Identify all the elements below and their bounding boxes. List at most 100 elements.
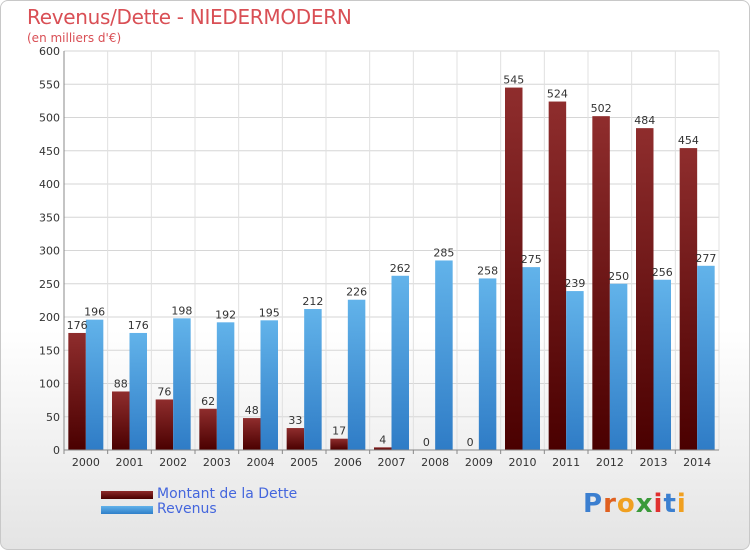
data-label-revenue: 176 <box>128 319 149 332</box>
x-tick-label: 2004 <box>247 456 275 469</box>
chart-title: Revenus/Dette - NIEDERMODERN <box>27 5 352 29</box>
bar-debt <box>679 148 698 450</box>
x-tick-label: 2007 <box>378 456 406 469</box>
logo-letter: P <box>583 489 604 519</box>
bar-revenue <box>304 309 322 450</box>
x-tick-label: 2011 <box>552 456 580 469</box>
label-layer: 1761968817676198621924819533212172264262… <box>67 74 717 449</box>
data-label-debt: 524 <box>547 88 568 101</box>
logo-letter: t <box>663 489 677 519</box>
y-tick-label: 450 <box>39 145 60 158</box>
y-tick-label: 300 <box>39 245 60 258</box>
chart-subtitle: (en milliers d'€) <box>27 31 122 45</box>
bar-debt <box>592 116 610 451</box>
bar-debt <box>505 87 523 450</box>
x-tick-label: 2014 <box>683 456 711 469</box>
data-label-revenue: 258 <box>477 264 498 277</box>
bar-revenue <box>478 278 497 450</box>
logo-letter: r <box>603 489 617 519</box>
x-tick-label: 2003 <box>203 456 231 469</box>
y-tick-label: 0 <box>53 444 60 457</box>
bar-revenue <box>653 279 671 450</box>
y-tick-label: 400 <box>39 178 60 191</box>
logo-letter: i <box>676 489 687 519</box>
bar-revenue <box>216 322 235 450</box>
data-label-debt: 62 <box>201 395 215 408</box>
data-label-revenue: 275 <box>521 253 542 266</box>
x-tick-label: 2010 <box>509 456 537 469</box>
bar-debt <box>330 438 348 450</box>
data-label-revenue: 239 <box>564 277 585 290</box>
bar-layer <box>68 87 715 451</box>
data-label-revenue: 195 <box>259 306 280 319</box>
bar-debt <box>155 399 174 450</box>
data-label-debt: 33 <box>288 414 302 427</box>
bar-revenue <box>566 291 584 450</box>
bar-revenue <box>435 260 453 450</box>
y-tick-label: 550 <box>39 78 60 91</box>
x-tick-label: 2008 <box>421 456 449 469</box>
y-tick-label: 350 <box>39 211 60 224</box>
bar-debt <box>112 391 130 450</box>
axis-layer: 0501001502002503003504004505005506002000… <box>39 45 719 469</box>
bar-debt <box>243 418 261 450</box>
legend-swatch-debt <box>101 491 153 499</box>
legend-label-debt: Montant de la Dette <box>157 486 298 502</box>
data-label-debt: 4 <box>379 433 386 446</box>
data-label-debt: 88 <box>114 377 128 390</box>
y-tick-label: 200 <box>39 311 60 324</box>
data-label-revenue: 226 <box>346 286 367 299</box>
data-label-revenue: 196 <box>84 306 105 319</box>
data-label-debt: 0 <box>423 436 430 449</box>
data-label-debt: 454 <box>678 134 699 147</box>
data-label-debt: 502 <box>591 102 612 115</box>
y-tick-label: 150 <box>39 344 60 357</box>
data-label-debt: 17 <box>332 425 346 438</box>
data-label-revenue: 198 <box>171 304 192 317</box>
logo-letter: o <box>616 489 636 519</box>
data-label-debt: 76 <box>157 385 171 398</box>
bar-revenue <box>609 283 628 450</box>
x-tick-label: 2001 <box>116 456 144 469</box>
data-label-revenue: 250 <box>608 270 629 283</box>
logo-letter: x <box>635 489 654 519</box>
y-tick-label: 250 <box>39 278 60 291</box>
bar-revenue <box>85 319 104 450</box>
y-tick-label: 600 <box>39 45 60 58</box>
bar-revenue <box>697 265 715 450</box>
y-tick-label: 50 <box>46 411 60 424</box>
bar-debt <box>548 101 567 450</box>
x-tick-label: 2005 <box>290 456 318 469</box>
bar-revenue <box>129 332 147 450</box>
bar-debt <box>68 332 86 450</box>
x-tick-label: 2009 <box>465 456 493 469</box>
x-tick-label: 2006 <box>334 456 362 469</box>
data-label-revenue: 262 <box>390 262 411 275</box>
data-label-debt: 48 <box>245 404 259 417</box>
bar-debt <box>636 128 654 450</box>
x-tick-label: 2000 <box>72 456 100 469</box>
bar-revenue <box>173 318 191 450</box>
bar-revenue <box>522 267 540 450</box>
data-label-revenue: 256 <box>652 266 673 279</box>
y-tick-label: 100 <box>39 378 60 391</box>
data-label-revenue: 212 <box>302 295 323 308</box>
data-label-revenue: 277 <box>695 252 716 265</box>
bar-debt <box>286 428 305 450</box>
data-label-debt: 545 <box>503 74 524 87</box>
x-tick-label: 2013 <box>640 456 668 469</box>
data-label-revenue: 285 <box>433 246 454 259</box>
legend-label-revenue: Revenus <box>157 501 217 517</box>
x-tick-label: 2002 <box>159 456 187 469</box>
bar-debt <box>374 447 392 450</box>
bar-debt <box>199 408 217 450</box>
data-label-debt: 0 <box>467 436 474 449</box>
data-label-debt: 484 <box>634 114 655 127</box>
x-tick-label: 2012 <box>596 456 624 469</box>
bar-revenue <box>347 299 366 450</box>
proxiti-logo: Proxiti <box>583 489 687 519</box>
y-tick-label: 500 <box>39 112 60 125</box>
logo-letter: i <box>653 489 664 519</box>
